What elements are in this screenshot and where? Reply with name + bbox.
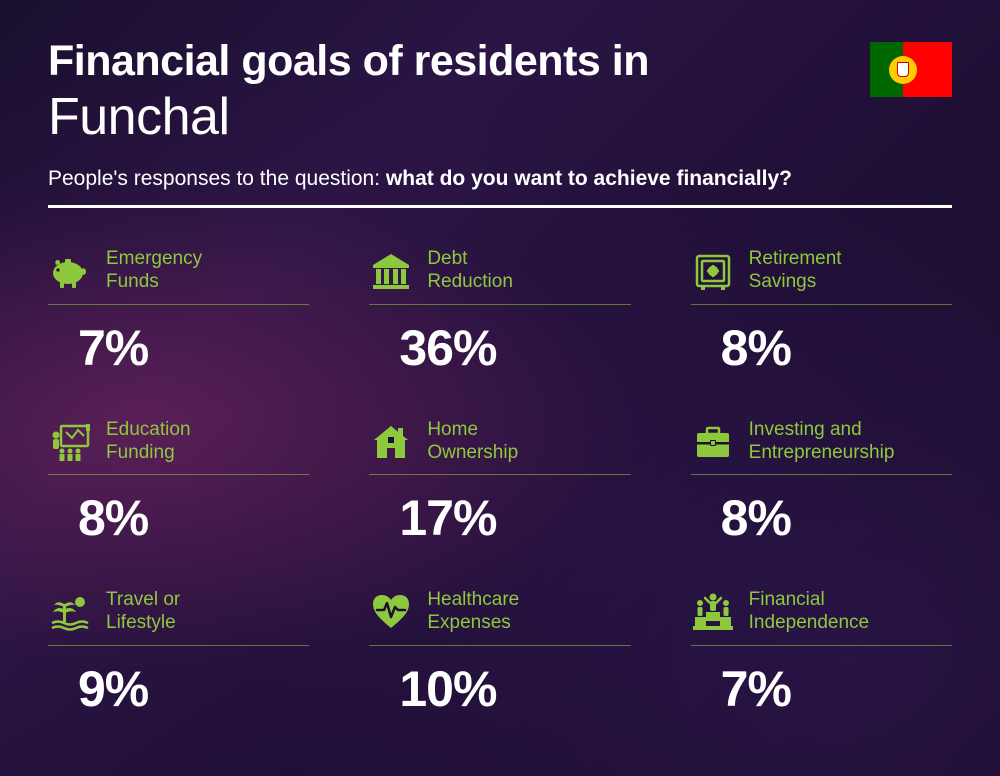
stats-grid: EmergencyFunds 7% DebtReduction 36% Reti…	[48, 248, 952, 718]
subtitle: People's responses to the question: what…	[48, 167, 952, 191]
stat-value: 36%	[399, 319, 630, 377]
stat-label: Travel orLifestyle	[106, 589, 180, 635]
travel-icon	[48, 590, 92, 634]
house-icon	[369, 420, 413, 464]
safe-icon	[691, 249, 735, 293]
stat-retirement-savings: RetirementSavings 8%	[691, 248, 952, 377]
stat-financial-independence: FinancialIndependence 7%	[691, 589, 952, 718]
subtitle-bold: what do you want to achieve financially?	[386, 167, 792, 190]
stat-investing: Investing andEntrepreneurship 8%	[691, 419, 952, 548]
stat-value: 7%	[78, 319, 309, 377]
stat-value: 8%	[78, 489, 309, 547]
stat-label: EducationFunding	[106, 419, 191, 465]
stat-label: EmergencyFunds	[106, 248, 202, 294]
title-line2: Funchal	[48, 87, 952, 147]
stat-home-ownership: HomeOwnership 17%	[369, 419, 630, 548]
stat-label: DebtReduction	[427, 248, 513, 294]
briefcase-icon	[691, 420, 735, 464]
stat-value: 7%	[721, 660, 952, 718]
header: Financial goals of residents in Funchal …	[48, 38, 952, 208]
independence-icon	[691, 590, 735, 634]
divider	[48, 205, 952, 208]
stat-value: 9%	[78, 660, 309, 718]
healthcare-icon	[369, 590, 413, 634]
stat-value: 10%	[399, 660, 630, 718]
title-line1: Financial goals of residents in	[48, 38, 952, 85]
bank-icon	[369, 249, 413, 293]
piggy-bank-icon	[48, 249, 92, 293]
stat-debt-reduction: DebtReduction 36%	[369, 248, 630, 377]
stat-education-funding: EducationFunding 8%	[48, 419, 309, 548]
stat-label: Investing andEntrepreneurship	[749, 419, 895, 465]
stat-healthcare: HealthcareExpenses 10%	[369, 589, 630, 718]
stat-emergency-funds: EmergencyFunds 7%	[48, 248, 309, 377]
stat-value: 17%	[399, 489, 630, 547]
stat-label: HomeOwnership	[427, 419, 518, 465]
stat-label: HealthcareExpenses	[427, 589, 519, 635]
stat-label: FinancialIndependence	[749, 589, 869, 635]
stat-value: 8%	[721, 489, 952, 547]
stat-travel: Travel orLifestyle 9%	[48, 589, 309, 718]
education-icon	[48, 420, 92, 464]
stat-value: 8%	[721, 319, 952, 377]
portugal-flag-icon	[870, 42, 952, 97]
subtitle-prefix: People's responses to the question:	[48, 167, 386, 190]
stat-label: RetirementSavings	[749, 248, 842, 294]
